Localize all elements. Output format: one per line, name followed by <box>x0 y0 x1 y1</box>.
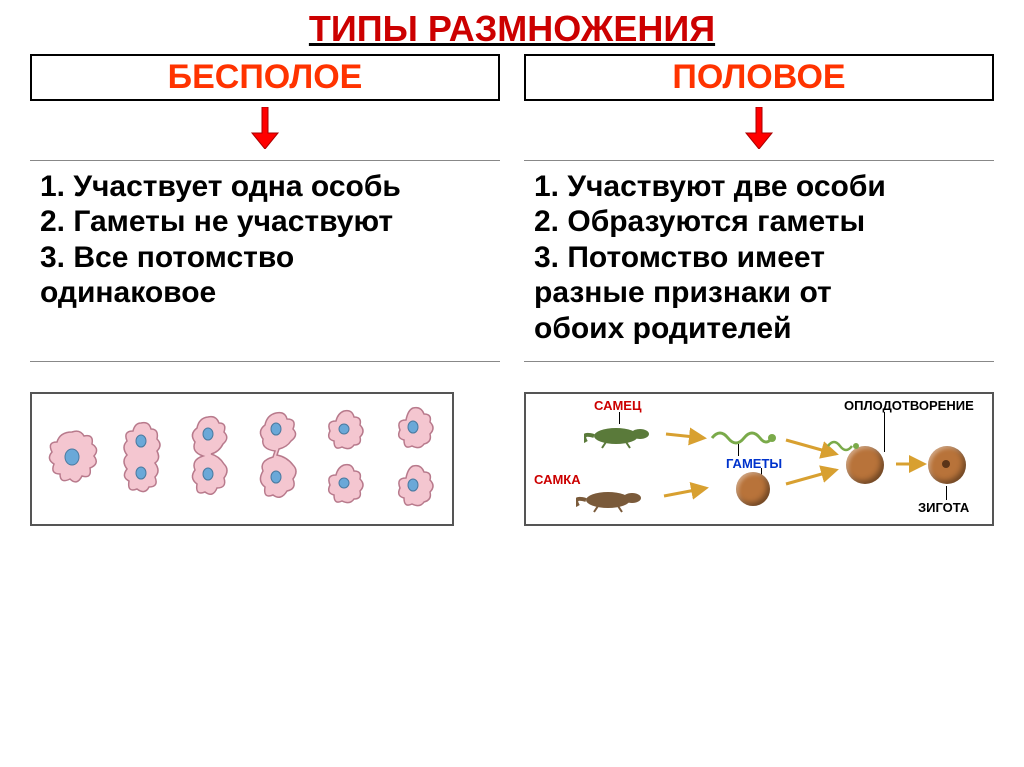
left-heading-box: БЕСПОЛОЕ <box>30 54 500 101</box>
right-arrow <box>524 107 994 154</box>
amoeba-row <box>32 394 452 524</box>
zygote-sphere <box>928 446 966 484</box>
left-point-3: 3. Все потомство <box>40 240 490 275</box>
amoeba-3 <box>181 412 235 506</box>
left-column: БЕСПОЛОЕ 1. Участвует одна особь 2. Гаме… <box>30 54 500 526</box>
amoeba-1 <box>42 424 102 494</box>
columns-container: БЕСПОЛОЕ 1. Участвует одна особь 2. Гаме… <box>0 54 1024 526</box>
arrow-down-icon <box>250 107 280 149</box>
left-point-3b: одинаковое <box>40 275 490 310</box>
amoeba-2 <box>113 417 169 501</box>
sexual-diagram: САМЕЦ САМКА ГАМЕТЫ ОПЛОДОТВОРЕНИЕ ЗИГОТА <box>526 394 992 524</box>
amoeba-4 <box>247 409 305 509</box>
sperm-icon <box>708 424 778 455</box>
amoeba-6 <box>384 404 442 514</box>
right-heading: ПОЛОВОЕ <box>672 58 845 96</box>
right-point-3: 3. Потомство имеет <box>534 240 984 275</box>
left-list: 1. Участвует одна особь 2. Гаметы не уча… <box>30 160 500 362</box>
sexual-illustration: САМЕЦ САМКА ГАМЕТЫ ОПЛОДОТВОРЕНИЕ ЗИГОТА <box>524 392 994 526</box>
right-heading-box: ПОЛОВОЕ <box>524 54 994 101</box>
right-point-3c: обоих родителей <box>534 311 984 346</box>
left-arrow <box>30 107 500 154</box>
arrow-down-icon <box>744 107 774 149</box>
title-text: ТИПЫ РАЗМНОЖЕНИЯ <box>309 8 715 49</box>
right-point-2: 2. Образуются гаметы <box>534 204 984 239</box>
right-column: ПОЛОВОЕ 1. Участвуют две особи 2. Образу… <box>524 54 994 526</box>
right-list: 1. Участвуют две особи 2. Образуются гам… <box>524 160 994 362</box>
main-title: ТИПЫ РАЗМНОЖЕНИЯ <box>0 0 1024 50</box>
left-heading: БЕСПОЛОЕ <box>168 58 363 96</box>
right-point-1: 1. Участвуют две особи <box>534 169 984 204</box>
egg-sphere <box>736 472 770 506</box>
amoeba-5 <box>316 407 372 511</box>
fert-sperm <box>826 436 864 459</box>
left-point-2: 2. Гаметы не участвуют <box>40 204 490 239</box>
asexual-illustration <box>30 392 454 526</box>
left-point-1: 1. Участвует одна особь <box>40 169 490 204</box>
right-point-3b: разные признаки от <box>534 275 984 310</box>
